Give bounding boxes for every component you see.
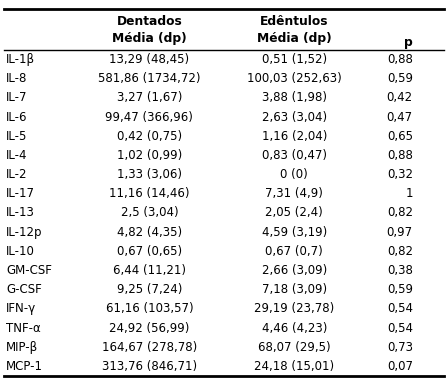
Text: IL-13: IL-13 <box>6 207 35 219</box>
Text: 9,25 (7,24): 9,25 (7,24) <box>116 283 182 296</box>
Text: 13,29 (48,45): 13,29 (48,45) <box>109 53 190 66</box>
Text: 2,63 (3,04): 2,63 (3,04) <box>262 111 327 124</box>
Text: 0,42 (0,75): 0,42 (0,75) <box>117 130 182 143</box>
Text: 1,02 (0,99): 1,02 (0,99) <box>117 149 182 162</box>
Text: GM-CSF: GM-CSF <box>6 264 52 277</box>
Text: 0,54: 0,54 <box>387 321 413 335</box>
Text: 0,82: 0,82 <box>387 245 413 258</box>
Text: MIP-β: MIP-β <box>6 341 39 354</box>
Text: 11,16 (14,46): 11,16 (14,46) <box>109 187 190 200</box>
Text: 0,47: 0,47 <box>387 111 413 124</box>
Text: 0,73: 0,73 <box>387 341 413 354</box>
Text: 2,66 (3,09): 2,66 (3,09) <box>262 264 327 277</box>
Text: 24,92 (56,99): 24,92 (56,99) <box>109 321 190 335</box>
Text: 2,5 (3,04): 2,5 (3,04) <box>121 207 178 219</box>
Text: 0,32: 0,32 <box>387 168 413 181</box>
Text: 4,46 (4,23): 4,46 (4,23) <box>262 321 327 335</box>
Text: 0,59: 0,59 <box>387 283 413 296</box>
Text: Dentados
Média (dp): Dentados Média (dp) <box>112 15 187 44</box>
Text: 6,44 (11,21): 6,44 (11,21) <box>113 264 186 277</box>
Text: 0,59: 0,59 <box>387 72 413 85</box>
Text: 313,76 (846,71): 313,76 (846,71) <box>102 360 197 373</box>
Text: G-CSF: G-CSF <box>6 283 42 296</box>
Text: 0 (0): 0 (0) <box>280 168 308 181</box>
Text: 29,19 (23,78): 29,19 (23,78) <box>254 302 334 315</box>
Text: 4,82 (4,35): 4,82 (4,35) <box>117 226 182 239</box>
Text: 7,18 (3,09): 7,18 (3,09) <box>262 283 327 296</box>
Text: 68,07 (29,5): 68,07 (29,5) <box>258 341 331 354</box>
Text: Edêntulos
Média (dp): Edêntulos Média (dp) <box>257 15 332 44</box>
Text: 0,42: 0,42 <box>387 91 413 105</box>
Text: 0,54: 0,54 <box>387 302 413 315</box>
Text: 100,03 (252,63): 100,03 (252,63) <box>247 72 342 85</box>
Text: 3,27 (1,67): 3,27 (1,67) <box>116 91 182 105</box>
Text: IFN-γ: IFN-γ <box>6 302 37 315</box>
Text: 7,31 (4,9): 7,31 (4,9) <box>265 187 323 200</box>
Text: IL-10: IL-10 <box>6 245 35 258</box>
Text: 0,82: 0,82 <box>387 207 413 219</box>
Text: 164,67 (278,78): 164,67 (278,78) <box>102 341 197 354</box>
Text: 4,59 (3,19): 4,59 (3,19) <box>262 226 327 239</box>
Text: 1,33 (3,06): 1,33 (3,06) <box>117 168 182 181</box>
Text: 0,07: 0,07 <box>387 360 413 373</box>
Text: IL-6: IL-6 <box>6 111 28 124</box>
Text: IL-1β: IL-1β <box>6 53 35 66</box>
Text: 0,88: 0,88 <box>387 149 413 162</box>
Text: IL-7: IL-7 <box>6 91 28 105</box>
Text: 0,51 (1,52): 0,51 (1,52) <box>262 53 327 66</box>
Text: 1: 1 <box>405 187 413 200</box>
Text: 0,67 (0,7): 0,67 (0,7) <box>265 245 323 258</box>
Text: 0,83 (0,47): 0,83 (0,47) <box>262 149 327 162</box>
Text: IL-8: IL-8 <box>6 72 28 85</box>
Text: 0,67 (0,65): 0,67 (0,65) <box>117 245 182 258</box>
Text: IL-17: IL-17 <box>6 187 35 200</box>
Text: 0,97: 0,97 <box>387 226 413 239</box>
Text: p: p <box>404 36 413 49</box>
Text: 2,05 (2,4): 2,05 (2,4) <box>265 207 323 219</box>
Text: MCP-1: MCP-1 <box>6 360 43 373</box>
Text: IL-4: IL-4 <box>6 149 28 162</box>
Text: IL-12p: IL-12p <box>6 226 43 239</box>
Text: IL-5: IL-5 <box>6 130 28 143</box>
Text: 24,18 (15,01): 24,18 (15,01) <box>254 360 334 373</box>
Text: 61,16 (103,57): 61,16 (103,57) <box>106 302 193 315</box>
Text: 581,86 (1734,72): 581,86 (1734,72) <box>98 72 201 85</box>
Text: 0,88: 0,88 <box>387 53 413 66</box>
Text: 1,16 (2,04): 1,16 (2,04) <box>262 130 327 143</box>
Text: IL-2: IL-2 <box>6 168 28 181</box>
Text: 3,88 (1,98): 3,88 (1,98) <box>262 91 327 105</box>
Text: 0,38: 0,38 <box>387 264 413 277</box>
Text: TNF-α: TNF-α <box>6 321 41 335</box>
Text: 0,65: 0,65 <box>387 130 413 143</box>
Text: 99,47 (366,96): 99,47 (366,96) <box>105 111 193 124</box>
